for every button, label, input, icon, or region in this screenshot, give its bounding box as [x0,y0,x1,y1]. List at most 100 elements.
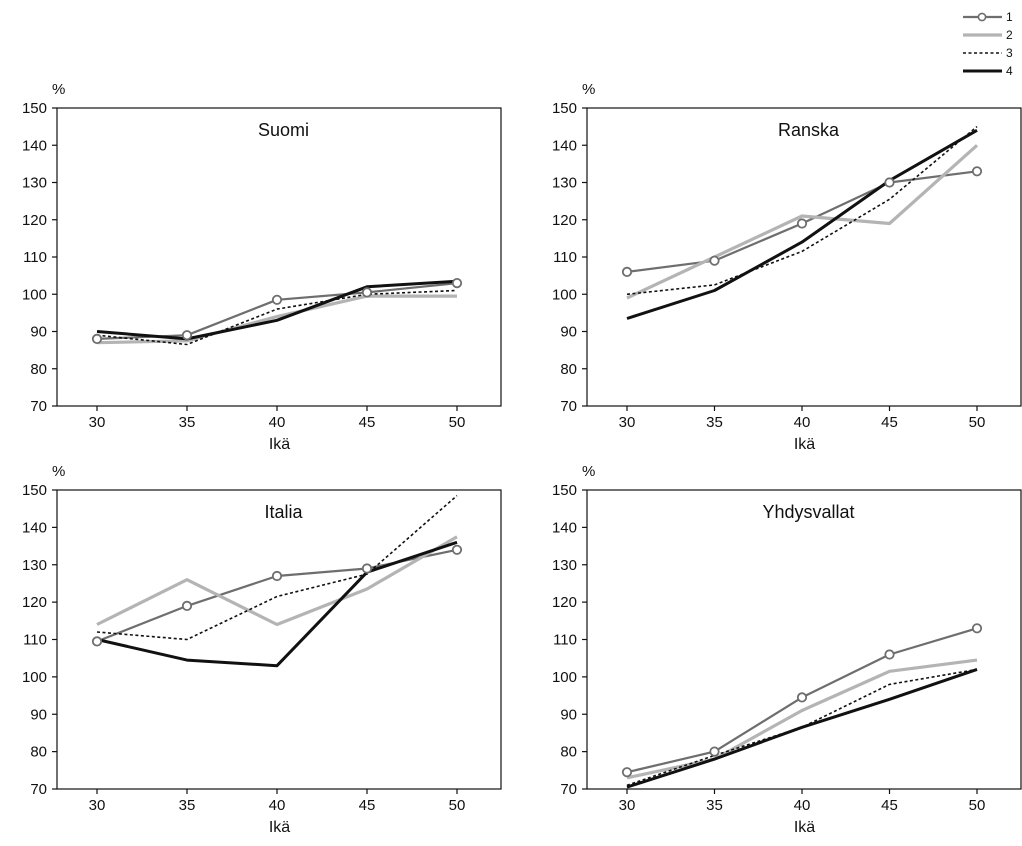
y-tick-label: 110 [23,249,47,266]
data-point-series-1 [361,287,373,298]
y-tick-label: 150 [22,482,47,499]
x-tick-label: 30 [89,414,106,431]
y-tick-label: 90 [560,324,577,341]
legend-label-4: 4 [1006,64,1013,78]
x-tick-label: 40 [794,414,811,431]
legend: 1 2 3 4 [963,10,1013,78]
panel-title: Ranska [778,120,840,140]
x-tick-label: 45 [359,797,376,814]
x-tick-label: 35 [179,414,196,431]
data-point-series-1 [709,255,720,266]
data-point-series-1 [271,570,283,582]
y-axis-unit: % [52,81,65,98]
plot-frame [56,107,502,407]
y-tick-label: 130 [22,557,47,574]
data-point-series-1 [271,294,283,305]
x-axis-label: Ikä [794,436,815,453]
y-tick-label: 90 [560,706,577,723]
x-tick-label: 50 [449,414,466,431]
y-tick-label: 110 [553,249,577,266]
series-line-4 [96,279,458,341]
panel-suomi: 70 80 90 100 110 120 130 140 150 30 35 40 45 50 Ikä% Su… [22,81,502,453]
data-point-series-1 [796,218,808,229]
data-point-series-1 [971,623,983,634]
series-line-3 [96,289,458,346]
x-tick-label: 45 [881,797,898,814]
panel-title: Italia [264,502,303,522]
y-tick-label: 130 [552,557,577,574]
y-tick-label: 140 [22,519,47,536]
series-line-2 [96,294,457,345]
y-axis-unit: % [582,463,595,480]
x-tick-label: 45 [359,414,376,431]
legend-label-1: 1 [1006,10,1013,24]
y-tick-label: 70 [30,781,47,798]
x-axis-label: Ikä [269,436,290,453]
panel-title: Suomi [258,120,309,140]
data-point-series-1 [361,563,373,574]
panel-italia: 70 80 90 100 110 120 130 140 150 30 35 40 45 50 Ikä% It… [22,463,502,836]
x-tick-label: 35 [179,797,196,814]
y-tick-label: 80 [560,744,577,761]
y-tick-label: 100 [552,286,577,303]
y-tick-label: 90 [30,324,47,341]
x-tick-label: 35 [706,414,723,431]
x-tick-label: 45 [881,414,898,431]
x-tick-label: 40 [269,797,286,814]
legend-label-3: 3 [1006,46,1013,60]
x-tick-label: 30 [619,414,636,431]
data-point-series-1 [181,600,193,612]
data-point-series-1 [91,333,103,344]
data-point-series-1 [621,266,633,277]
y-tick-label: 120 [552,212,577,229]
y-tick-label: 70 [30,398,47,415]
series-line-4 [626,667,978,789]
panel-title: Yhdysvallat [762,502,854,522]
series-line-4 [96,540,458,668]
legend-label-2: 2 [1006,28,1013,42]
y-tick-label: 80 [30,744,47,761]
data-point-series-1 [451,277,463,289]
y-tick-label: 150 [552,100,577,117]
plot-frame [586,107,1022,407]
y-axis-unit: % [582,81,595,98]
series-line-1 [96,282,458,340]
plot-frame [56,489,502,790]
y-tick-label: 120 [22,212,47,229]
chart-panels: 70 80 90 100 110 120 130 140 150 30 35 40 45 50 Ikä% Su… [22,81,1022,836]
data-point-series-1 [621,767,633,778]
y-tick-label: 110 [23,632,47,649]
x-tick-label: 50 [969,414,986,431]
y-axis-unit: % [52,463,65,480]
x-axis-label: Ikä [794,819,815,836]
legend-marker-1 [977,12,987,22]
x-tick-label: 40 [794,797,811,814]
series-line-2 [96,535,458,627]
x-tick-label: 40 [269,414,286,431]
y-tick-label: 70 [560,398,577,415]
data-point-series-1 [884,177,895,188]
y-tick-label: 150 [22,100,47,117]
x-tick-label: 50 [449,797,466,814]
y-tick-label: 80 [30,361,47,378]
series-line-2 [626,144,979,300]
y-tick-label: 110 [553,632,577,649]
y-tick-label: 90 [30,706,47,723]
data-point-series-1 [451,544,463,555]
y-tick-label: 100 [22,669,47,686]
series-line-1 [96,548,458,643]
data-point-series-1 [709,746,720,757]
data-point-series-1 [884,649,895,660]
x-tick-label: 50 [969,797,986,814]
x-tick-label: 30 [89,797,106,814]
y-tick-label: 120 [552,594,577,611]
plot-frame [586,489,1022,790]
panel-ranska: 70 80 90 100 110 120 130 140 150 30 35 40 45 50 Ikä% Ra… [552,81,1022,453]
y-tick-label: 150 [552,482,577,499]
x-tick-label: 35 [706,797,723,814]
data-point-series-1 [796,692,808,703]
data-point-series-1 [91,636,103,647]
y-tick-label: 70 [560,781,577,798]
y-tick-label: 140 [22,137,47,154]
